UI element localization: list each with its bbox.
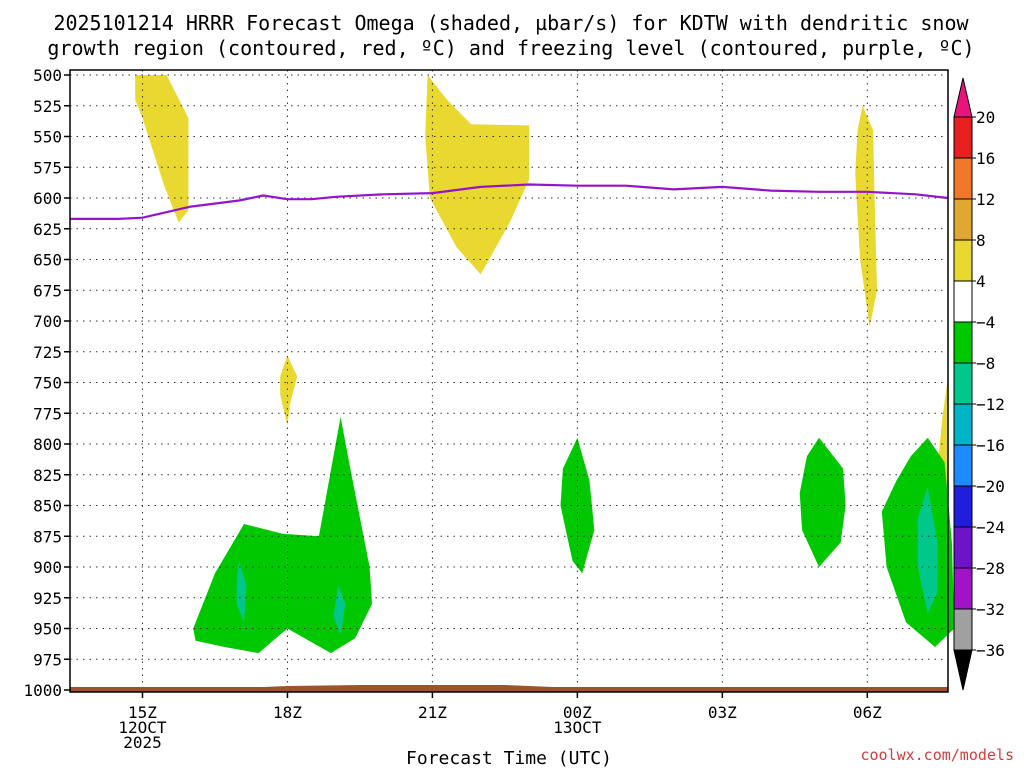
x-tick-label: 12OCT — [118, 718, 167, 737]
x-axis-label: Forecast Time (UTC) — [406, 748, 612, 768]
omega-region — [280, 355, 298, 426]
colorbar-swatch — [953, 362, 973, 405]
y-tick-label: 900 — [33, 558, 62, 577]
y-tick-label: 550 — [33, 128, 62, 147]
y-tick-label: 775 — [33, 404, 62, 423]
colorbar-swatch — [953, 239, 973, 282]
omega-shading — [135, 75, 955, 654]
colorbar-swatch — [953, 403, 973, 446]
colorbar-label: −32 — [976, 600, 1005, 619]
y-axis: 500 525 550 575 600 625 650 675 700 725 750 775 800 8… — [23, 66, 70, 700]
colorbar-swatch — [953, 157, 973, 200]
omega-region — [135, 75, 189, 223]
y-tick-label: 525 — [33, 97, 62, 116]
y-tick-label: 975 — [33, 650, 62, 669]
x-tick-label: 06Z — [853, 703, 882, 722]
x-tick-label: 21Z — [418, 703, 447, 722]
colorbar-label: 16 — [976, 149, 995, 168]
y-tick-label: 500 — [33, 66, 62, 85]
y-tick-label: 625 — [33, 220, 62, 239]
omega-region — [333, 585, 346, 635]
y-tick-label: 700 — [33, 312, 62, 331]
plot-area — [69, 69, 955, 693]
freezing-level-line — [70, 183, 949, 220]
ground-fill — [70, 685, 948, 692]
watermark: coolwx.com/models — [860, 746, 1014, 764]
y-tick-label: 825 — [33, 466, 62, 485]
x-tick-label: 15Z — [128, 703, 157, 722]
chart-title-line-2: growth region (contoured, red, ºC) and f… — [47, 36, 974, 60]
y-tick-label: 850 — [33, 497, 62, 516]
colorbar-label: −16 — [976, 436, 1005, 455]
colorbar-swatch — [953, 485, 973, 528]
x-tick-label: 2025 — [123, 733, 162, 752]
colorbar-label: −8 — [976, 354, 995, 373]
colorbar-label: −24 — [976, 518, 1005, 537]
colorbar-swatch — [953, 280, 973, 323]
omega-region — [425, 75, 530, 275]
colorbar-label: −20 — [976, 477, 1005, 496]
colorbar-label: −28 — [976, 559, 1005, 578]
colorbar-label: 8 — [976, 231, 986, 250]
colorbar-bottom-arrow — [953, 649, 973, 691]
colorbar-swatch — [953, 444, 973, 487]
x-tick-label: 00Z — [563, 703, 592, 722]
x-tick-label: 13OCT — [553, 718, 602, 737]
y-tick-label: 800 — [33, 435, 62, 454]
colorbar-swatch — [953, 526, 973, 569]
y-tick-label: 725 — [33, 343, 62, 362]
x-tick-label: 18Z — [273, 703, 302, 722]
y-tick-label: 950 — [33, 620, 62, 639]
colorbar-swatch — [953, 608, 973, 651]
colorbar-label: 12 — [976, 190, 995, 209]
y-tick-label: 875 — [33, 527, 62, 546]
x-tick-label: 03Z — [708, 703, 737, 722]
ground-surface — [70, 685, 948, 692]
freezing-level-layer — [70, 183, 949, 220]
chart-title-line-1: 2025101214 HRRR Forecast Omega (shaded, … — [53, 11, 969, 35]
omega-region — [236, 560, 247, 623]
y-tick-label: 600 — [33, 189, 62, 208]
y-tick-label: 750 — [33, 374, 62, 393]
y-tick-label: 1000 — [23, 681, 62, 700]
y-tick-label: 675 — [33, 281, 62, 300]
colorbar-swatch — [953, 567, 973, 610]
plot-frame — [69, 69, 949, 693]
colorbar-label: −12 — [976, 395, 1005, 414]
colorbar-label: 20 — [976, 108, 995, 127]
colorbar-label: −36 — [976, 641, 1005, 660]
colorbar-swatch — [953, 198, 973, 241]
omega-region — [799, 437, 846, 567]
y-tick-label: 575 — [33, 158, 62, 177]
y-tick-label: 650 — [33, 251, 62, 270]
omega-region — [918, 487, 938, 614]
colorbar-top-arrow — [953, 77, 973, 118]
y-tick-label: 925 — [33, 589, 62, 608]
colorbar: 20 16 12 8 4 −4 −8 −12 −16 −20 −24 −28 −32 −36 — [953, 77, 1005, 691]
colorbar-swatch — [953, 116, 973, 159]
colorbar-swatch — [953, 321, 973, 364]
colorbar-label: −4 — [976, 313, 995, 332]
omega-region — [855, 105, 877, 328]
colorbar-label: 4 — [976, 272, 986, 291]
